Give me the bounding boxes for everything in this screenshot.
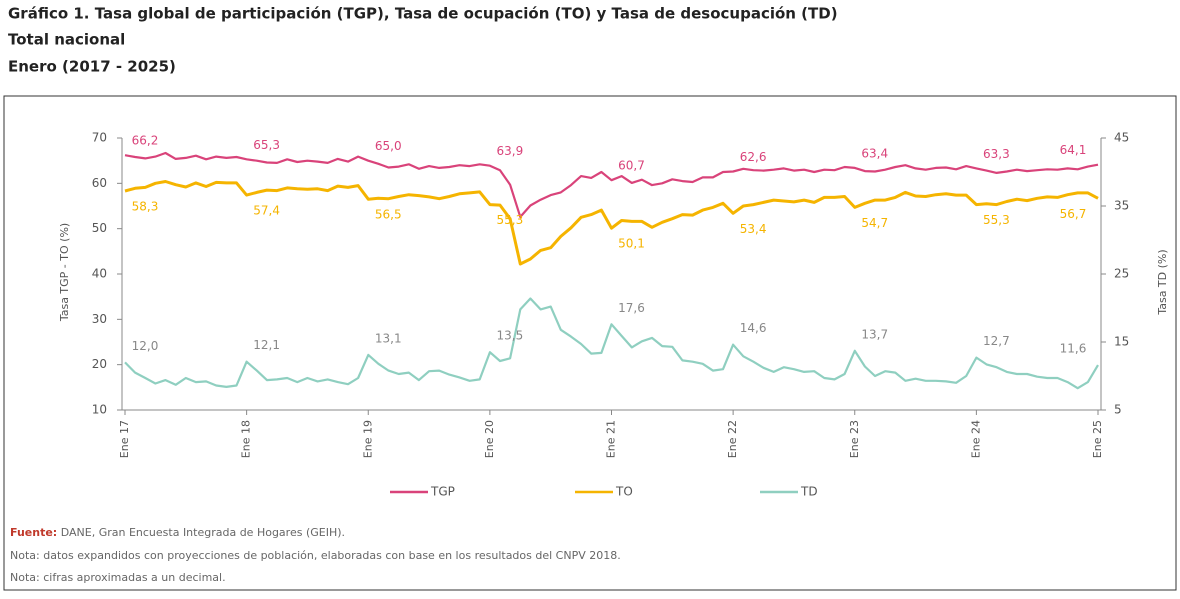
y2-tick-label: 15	[1114, 335, 1129, 349]
data-label: 13,5	[497, 329, 524, 343]
series-line	[124, 180, 1099, 266]
y-tick-label: 60	[92, 176, 107, 190]
frame	[3, 95, 1177, 591]
series-line	[124, 297, 1099, 390]
data-label: 13,1	[375, 331, 402, 345]
x-tick-label: Ene 24	[969, 420, 982, 458]
data-label: 55,3	[983, 213, 1010, 227]
y2-axis-label: Tasa TD (%)	[1156, 249, 1169, 315]
y2-tick-label: 5	[1114, 403, 1122, 417]
chart-subtitle: Total nacional	[8, 31, 125, 49]
x-tick-label: Ene 22	[726, 420, 739, 458]
legend-label: TO	[615, 485, 633, 499]
data-label: 50,1	[618, 237, 645, 251]
data-label: 60,7	[618, 159, 645, 173]
x-tick-label: Ene 19	[361, 420, 374, 458]
y2-tick-label: 45	[1114, 131, 1129, 145]
data-label: 14,6	[740, 321, 767, 335]
footer-note: Nota: cifras aproximadas a un decimal.	[10, 571, 226, 584]
x-tick-label: Ene 21	[605, 420, 618, 458]
data-label: 66,2	[132, 134, 159, 148]
data-label: 11,6	[1060, 342, 1087, 356]
chart-subtitle: Enero (2017 - 2025)	[8, 58, 176, 76]
data-label: 65,3	[253, 138, 280, 152]
data-label: 63,3	[983, 147, 1010, 161]
legend-label: TGP	[430, 485, 455, 499]
data-label: 12,7	[983, 334, 1010, 348]
data-label: 65,0	[375, 139, 402, 153]
data-label: 58,3	[132, 200, 159, 214]
y-tick-label: 40	[92, 267, 107, 281]
y-tick-label: 10	[92, 403, 107, 417]
footer-source: Fuente: DANE, Gran Encuesta Integrada de…	[10, 526, 345, 539]
y-tick-label: 20	[92, 357, 107, 371]
data-label: 63,9	[497, 144, 524, 158]
footer-note: Nota: datos expandidos con proyecciones …	[10, 549, 621, 562]
data-label: 64,1	[1060, 143, 1087, 157]
y2-tick-label: 25	[1114, 267, 1129, 281]
x-tick-label: Ene 20	[483, 420, 496, 458]
data-label: 56,5	[375, 208, 402, 222]
data-label: 62,6	[740, 150, 767, 164]
data-label: 17,6	[618, 301, 645, 315]
x-tick-label: Ene 18	[240, 420, 253, 458]
y-axis-label: Tasa TGP - TO (%)	[58, 223, 71, 322]
data-label: 54,7	[861, 216, 888, 230]
data-label: 53,4	[740, 222, 767, 236]
data-label: 57,4	[253, 204, 280, 218]
y-tick-label: 50	[92, 221, 107, 235]
chart-title: Gráfico 1. Tasa global de participación …	[8, 5, 838, 23]
source: DANE, Gran Encuesta Integrada de Hogares…	[61, 526, 345, 539]
y-tick-label: 70	[92, 131, 107, 145]
data-label: 12,1	[253, 338, 280, 352]
data-label: 63,4	[861, 146, 888, 160]
x-tick-label: Ene 25	[1091, 420, 1104, 458]
x-tick-label: Ene 17	[118, 420, 131, 458]
data-label: 13,7	[861, 327, 888, 341]
series-line	[124, 151, 1099, 218]
y-tick-label: 30	[92, 312, 107, 326]
source-label: Fuente:	[10, 526, 57, 539]
data-label: 12,0	[132, 339, 159, 353]
y2-tick-label: 35	[1114, 199, 1129, 213]
legend-label: TD	[800, 485, 818, 499]
data-label: 55,3	[497, 213, 524, 227]
data-label: 56,7	[1060, 207, 1087, 221]
x-tick-label: Ene 23	[848, 420, 861, 458]
